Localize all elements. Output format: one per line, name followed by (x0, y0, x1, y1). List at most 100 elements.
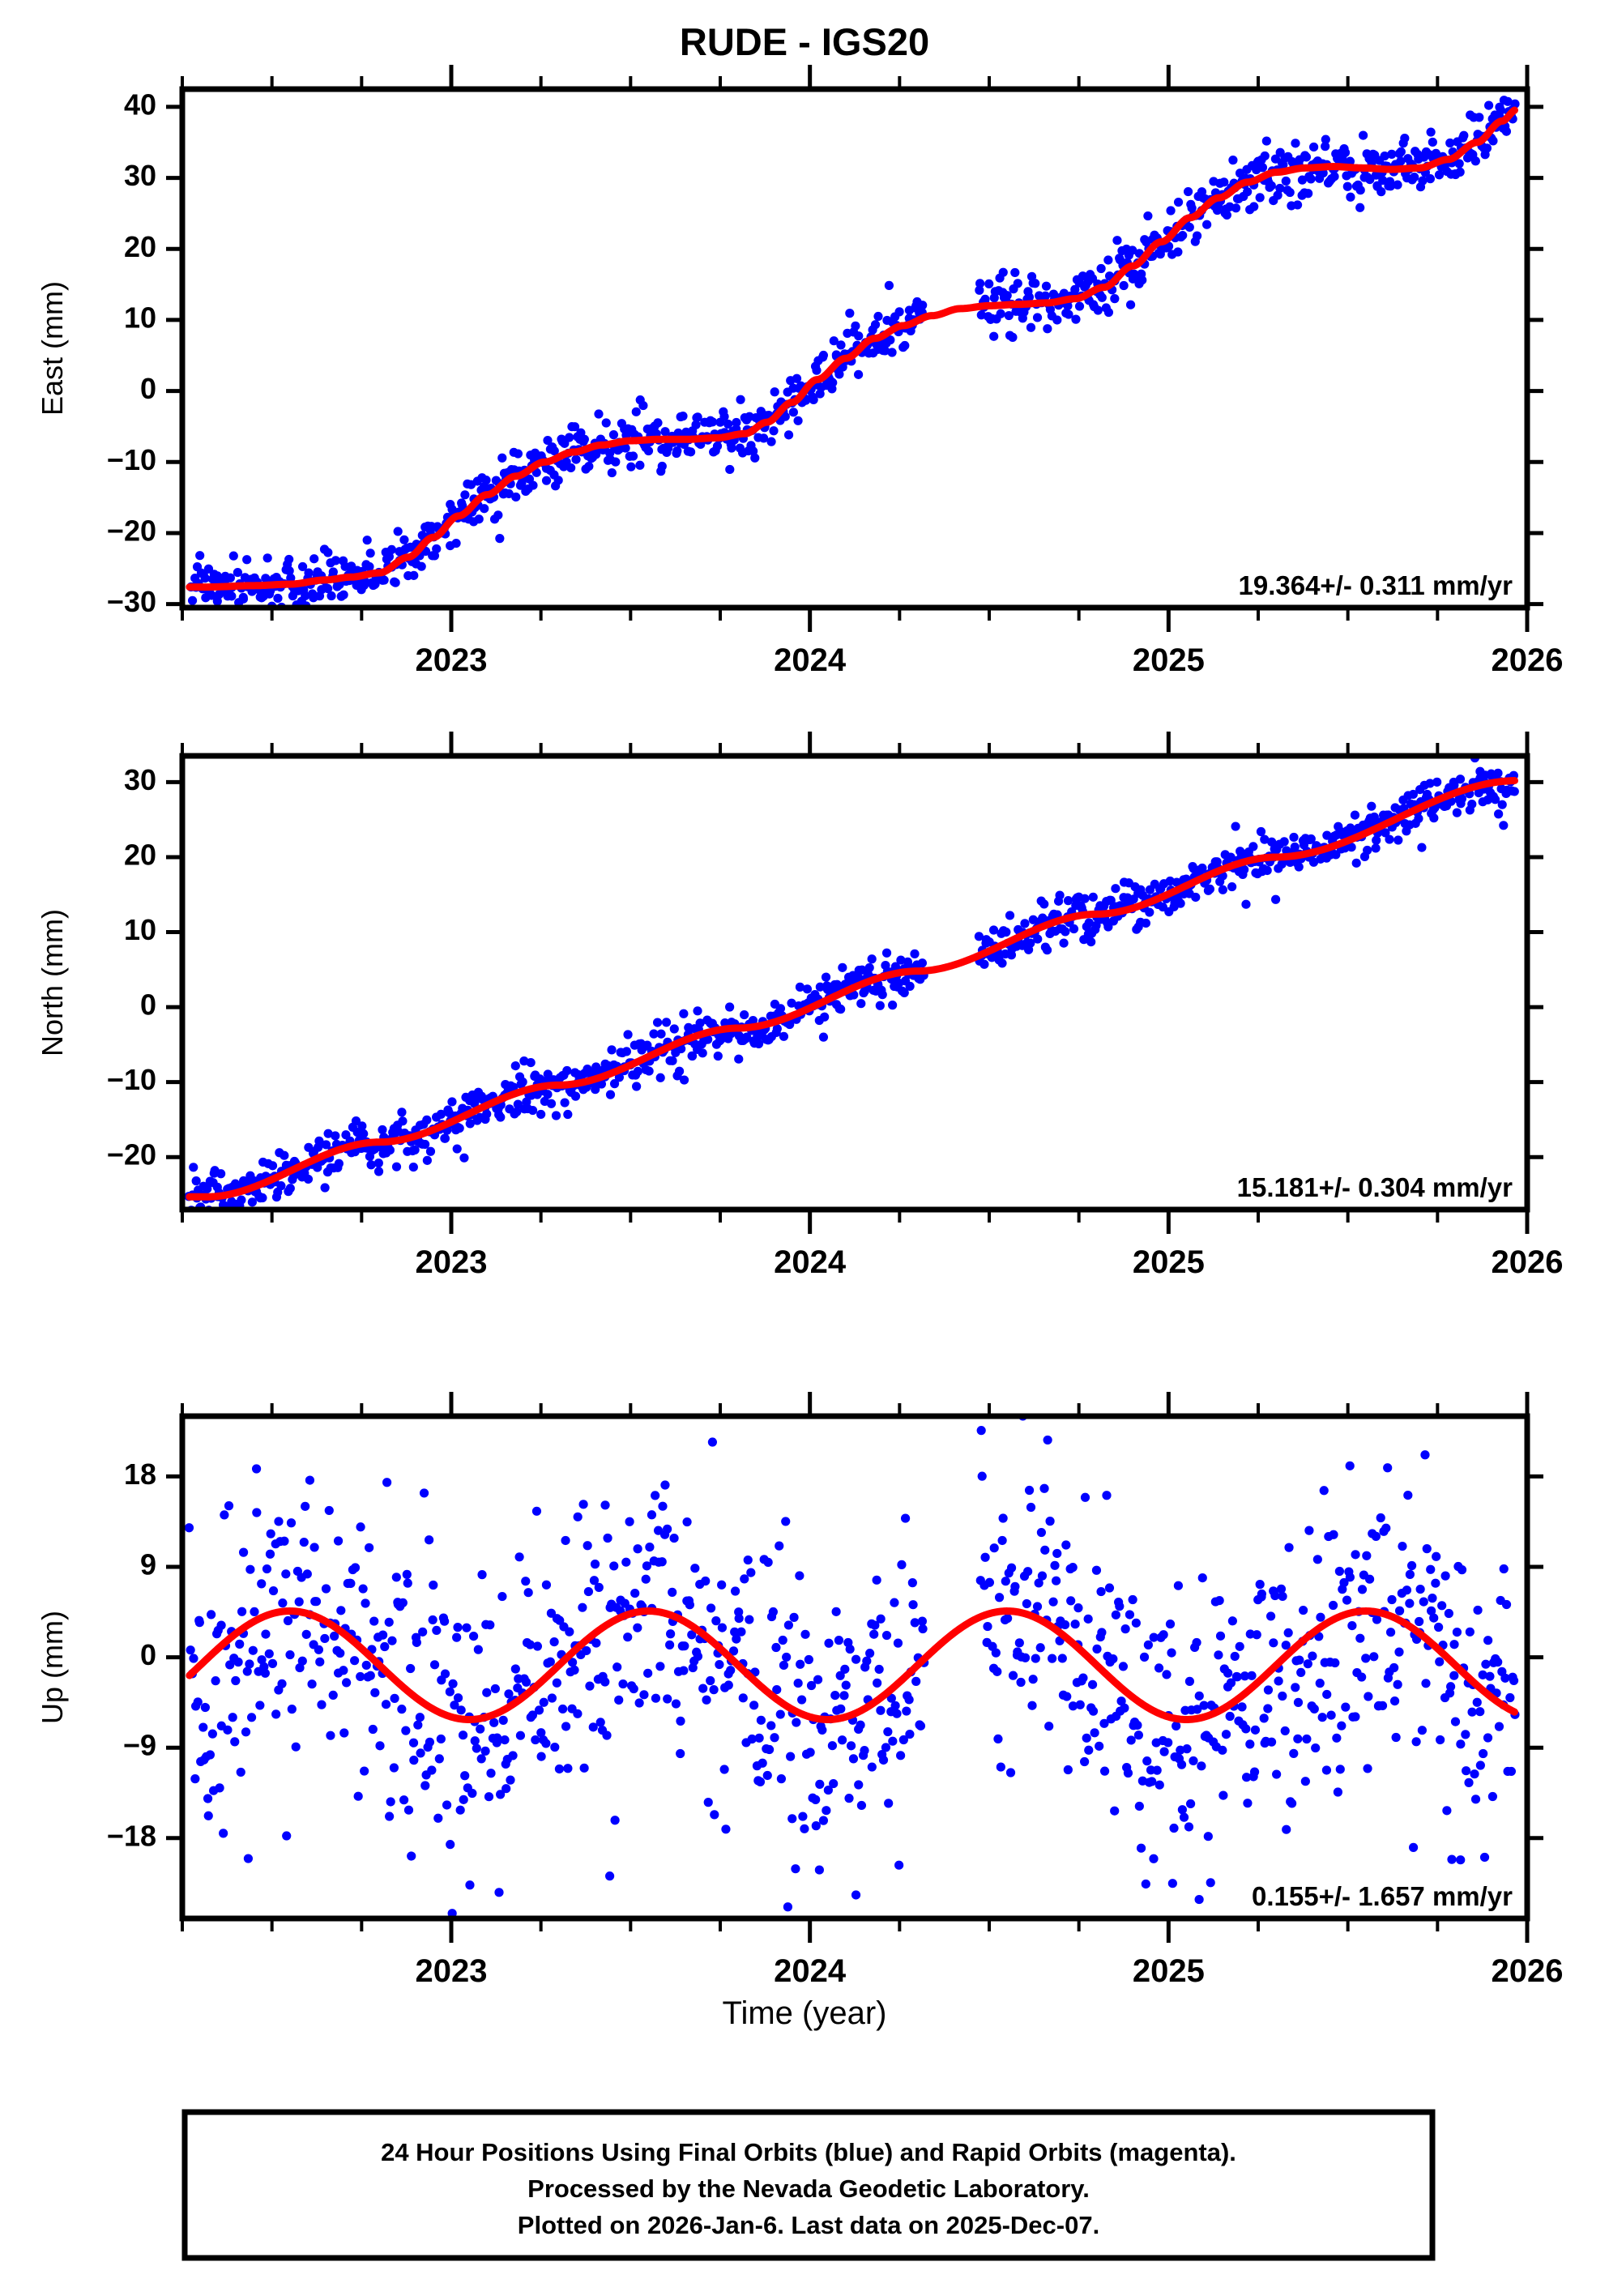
data-point (896, 1751, 906, 1760)
data-point (1378, 175, 1388, 186)
data-point (331, 1131, 340, 1141)
data-point (1452, 808, 1462, 817)
data-point (495, 534, 505, 544)
data-point (715, 1659, 724, 1670)
data-point (1063, 1765, 1073, 1775)
data-point (1073, 1603, 1083, 1613)
data-point (837, 1735, 847, 1745)
data-point (1080, 894, 1090, 903)
data-point (365, 1671, 375, 1680)
data-point (802, 984, 813, 994)
data-point (603, 1533, 612, 1543)
data-point (630, 1588, 640, 1598)
data-point (1231, 203, 1241, 213)
data-point (594, 409, 604, 419)
data-point (200, 574, 210, 583)
data-point (834, 369, 844, 379)
data-point (887, 348, 897, 357)
data-point (189, 1163, 198, 1172)
data-point (1437, 1601, 1447, 1611)
data-point (1237, 1702, 1247, 1712)
data-point (378, 1125, 387, 1135)
data-point (1074, 301, 1085, 311)
data-point (578, 1500, 588, 1509)
x-tick-label: 2023 (416, 1953, 488, 1989)
data-point (339, 1728, 349, 1738)
data-point (642, 1561, 652, 1571)
data-point (1060, 1620, 1070, 1630)
data-point (1417, 1726, 1427, 1735)
fit-trend-line (186, 1607, 1519, 1723)
data-point (1304, 1526, 1314, 1535)
data-point (565, 1627, 574, 1637)
data-point (215, 1783, 224, 1793)
data-point (776, 1774, 787, 1784)
fit-trend-line (186, 106, 1519, 591)
data-point (1355, 186, 1365, 195)
data-point (1182, 1744, 1192, 1754)
data-point (984, 279, 994, 289)
data-point (1115, 1602, 1125, 1611)
data-point (674, 1066, 685, 1076)
data-point (1266, 1737, 1277, 1747)
data-point (482, 1688, 492, 1697)
data-point (1172, 1721, 1181, 1731)
data-point (769, 426, 779, 436)
data-point (536, 1109, 546, 1120)
data-point (740, 1009, 749, 1020)
y-tick-label: 18 (124, 1457, 156, 1491)
data-point (768, 1607, 778, 1617)
data-point (1355, 1633, 1365, 1643)
data-point (328, 1690, 338, 1701)
data-point (711, 1616, 721, 1626)
data-point (908, 1600, 918, 1610)
data-point (1214, 1595, 1224, 1606)
data-point (1071, 314, 1081, 324)
data-point (1043, 324, 1052, 334)
data-point (189, 1654, 198, 1663)
data-point (1371, 1531, 1381, 1541)
data-point (219, 1829, 228, 1838)
data-point (1179, 1812, 1189, 1822)
data-point (1119, 280, 1129, 291)
data-point (867, 954, 877, 964)
data-point (1087, 1679, 1098, 1689)
data-point (665, 1640, 675, 1649)
data-point (582, 1645, 591, 1656)
data-point (1494, 809, 1504, 819)
data-point (543, 1090, 553, 1099)
data-point (836, 1704, 846, 1713)
data-point (385, 1812, 395, 1821)
data-point (422, 1155, 432, 1165)
data-point (1311, 1743, 1321, 1753)
data-point (1133, 1720, 1142, 1731)
data-point (1367, 801, 1376, 811)
data-point (712, 441, 723, 451)
data-point (1036, 1527, 1046, 1538)
data-point (522, 1097, 531, 1107)
data-point (1505, 1692, 1515, 1703)
data-point (1008, 1671, 1018, 1680)
data-point (1387, 1594, 1397, 1605)
data-point (360, 1766, 369, 1776)
data-point (515, 1731, 526, 1740)
data-point (1410, 173, 1419, 182)
data-point (324, 1505, 334, 1516)
chart-panel-up: −18 −9 0 9 18 2023 2024 2025 2026 Up (mm) 0.155+/-… (36, 1392, 1563, 1989)
data-point (1408, 789, 1418, 800)
data-point (1048, 1654, 1057, 1663)
data-point (522, 1677, 531, 1687)
data-point (1099, 1718, 1109, 1728)
data-point (452, 1144, 462, 1154)
data-point (1032, 313, 1043, 322)
data-point (717, 1623, 728, 1632)
data-point (297, 561, 308, 572)
data-point (1447, 1854, 1457, 1864)
data-point (285, 1649, 295, 1660)
data-point (890, 1701, 900, 1710)
data-point (459, 1795, 468, 1804)
data-point (1016, 1677, 1026, 1688)
data-point (818, 350, 829, 361)
data-point (1394, 1647, 1404, 1657)
